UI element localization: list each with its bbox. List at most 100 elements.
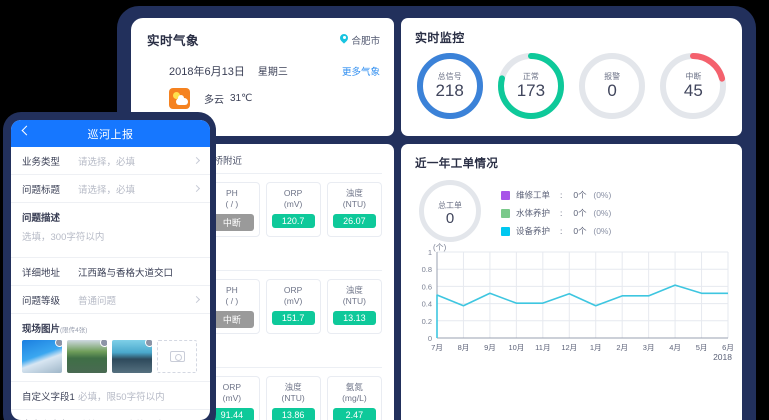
site-photos-hint: (限传4张) — [60, 327, 88, 334]
app-title-bar: 巡河上报 — [11, 120, 210, 147]
monitor-ring-1[interactable]: 正常 173 — [497, 53, 564, 119]
field-description[interactable]: 问题描述 选填，300字符以内 — [11, 203, 210, 258]
legend-name: 设备养护 — [516, 226, 551, 236]
metric-unit: (mV) — [283, 296, 303, 306]
field-site-photos: 现场图片(限传4张) — [11, 314, 210, 382]
metric-unit: (NTU) — [281, 393, 305, 403]
metric-key: ORP — [283, 285, 303, 295]
field-address-value: 江西路与香格大道交口 — [78, 267, 174, 279]
work-ring-value: 0 — [445, 210, 455, 227]
monitor-ring-value: 218 — [435, 81, 464, 100]
monitor-ring-0[interactable]: 总信号 218 — [416, 53, 483, 119]
legend-name: 维修工单 — [516, 190, 551, 200]
metric-value: 13.86 — [271, 408, 315, 420]
field-issue-level-placeholder: 普通问题 — [78, 295, 117, 307]
legend-colon: : — [560, 190, 563, 200]
remove-icon[interactable] — [145, 340, 152, 347]
field-description-label: 问题描述 — [22, 213, 61, 224]
metric-value: 151.7 — [271, 311, 315, 325]
svg-text:0.6: 0.6 — [422, 282, 432, 291]
svg-text:11月: 11月 — [535, 343, 550, 352]
weather-location[interactable]: 合肥市 — [340, 33, 380, 47]
realtime-monitor-card: 实时监控 总信号 218 正常 173 报警 0 中断 45 — [401, 18, 742, 136]
metric-unit: ( / ) — [225, 199, 239, 209]
metric-value: 中断 — [210, 311, 254, 328]
svg-text:12月: 12月 — [561, 343, 577, 352]
metric-card[interactable]: ORP (mV) 120.7 — [265, 182, 321, 237]
more-weather-link[interactable]: 更多气象 — [341, 67, 380, 78]
metric-card[interactable]: 浊度 (NTU) 26.07 — [326, 182, 382, 237]
work-order-legend: 维修工单:0个 (0%) 水体养护:0个 (0%) 设备养护:0个 (0%) — [481, 180, 611, 243]
remove-icon[interactable] — [55, 340, 62, 347]
svg-text:10月: 10月 — [508, 343, 524, 352]
metric-unit: (NTU) — [342, 296, 366, 306]
metric-card[interactable]: 浊度 (NTU) 13.86 — [265, 376, 321, 420]
metric-key: 浊度 — [284, 382, 302, 392]
svg-text:7月: 7月 — [431, 343, 443, 352]
divider — [143, 270, 382, 271]
monitor-ring-2[interactable]: 报警 0 — [579, 53, 646, 119]
metric-value: 120.7 — [271, 214, 315, 228]
field-custom-2-placeholder: 选填，限50字符以内 — [78, 417, 199, 420]
monitor-title: 实时监控 — [415, 31, 465, 45]
svg-text:1: 1 — [428, 248, 432, 257]
work-order-line-chart: (个) 0 0.2 0.4 0.6 0.8 1 7月 8月 9月 10月 11月 12月 1月 2月 3月 4… — [411, 243, 736, 374]
metric-card[interactable]: ORP (mV) 151.7 — [265, 279, 321, 334]
svg-text:5月: 5月 — [696, 343, 708, 352]
work-order-summary: 总工单 0 维修工单:0个 (0%) 水体养护:0个 (0%) 设备养护:0个 (0%) — [401, 171, 742, 243]
monitor-ring-value: 0 — [607, 81, 617, 100]
weather-date: 2018年6月13日 — [169, 66, 245, 78]
monitor-ring-label: 报警 — [604, 72, 621, 81]
photo-river-bridge[interactable] — [22, 340, 62, 373]
field-custom-1[interactable]: 自定义字段1 必填，限50字符以内 — [11, 382, 210, 410]
svg-text:3月: 3月 — [643, 343, 655, 352]
metric-card[interactable]: 浊度 (NTU) 13.13 — [326, 279, 382, 334]
field-business-type-label: 业务类型 — [22, 156, 61, 168]
field-issue-level-label: 问题等级 — [22, 295, 61, 307]
metric-unit: (mV) — [283, 199, 303, 209]
legend-swatch — [501, 190, 510, 200]
legend-swatch — [501, 226, 510, 236]
field-address[interactable]: 详细地址 江西路与香格大道交口 — [11, 258, 210, 286]
weather-condition-row: 多云 31℃ — [131, 79, 394, 109]
dashboard: 实时气象 合肥市 2018年6月13日 星期三 更多气象 多云 — [131, 18, 742, 420]
svg-text:0.8: 0.8 — [422, 265, 432, 274]
chevron-right-icon — [192, 295, 201, 304]
svg-text:1月: 1月 — [590, 343, 602, 352]
metric-card[interactable]: 氨氮 (mg/L) 2.47 — [326, 376, 382, 420]
field-issue-title[interactable]: 问题标题 请选择，必填 — [11, 175, 210, 203]
metric-value: 13.13 — [332, 311, 376, 325]
field-issue-level[interactable]: 问题等级 普通问题 — [11, 286, 210, 314]
monitor-ring-label: 中断 — [685, 72, 702, 81]
add-photo-button[interactable] — [157, 340, 197, 373]
photo-riverbank-trees[interactable] — [67, 340, 107, 373]
field-business-type[interactable]: 业务类型 请选择，必填 — [11, 147, 210, 175]
legend-item[interactable]: 设备养护:0个 (0%) — [501, 225, 611, 237]
weather-card: 实时气象 合肥市 2018年6月13日 星期三 更多气象 多云 — [131, 18, 394, 136]
metric-value: 26.07 — [332, 214, 376, 228]
field-description-placeholder: 选填，300字符以内 — [22, 232, 105, 243]
svg-text:2月: 2月 — [616, 343, 628, 352]
svg-text:8月: 8月 — [458, 343, 470, 352]
metric-key: PH — [225, 285, 238, 295]
legend-name: 水体养护 — [516, 208, 551, 218]
mobile-app-panel: 巡河上报 业务类型 请选择，必填 问题标题 请选择，必填 问题描述 选填，300… — [11, 120, 210, 420]
remove-icon[interactable] — [100, 340, 107, 347]
monitor-ring-3[interactable]: 中断 45 — [660, 53, 727, 119]
work-ring-label: 总工单 — [438, 201, 462, 210]
monitor-ring-list: 总信号 218 正常 173 报警 0 中断 45 — [401, 46, 742, 119]
metric-value: 91.44 — [210, 408, 254, 420]
legend-count: 0个 — [573, 190, 587, 200]
weather-title: 实时气象 — [147, 34, 200, 48]
app-title: 巡河上报 — [87, 128, 134, 141]
svg-text:6月: 6月 — [722, 343, 734, 352]
field-custom-2[interactable]: 自定义字段2 选填，限50字符以内 — [11, 410, 210, 420]
photo-waterfront-fence[interactable] — [112, 340, 152, 373]
legend-percent: (0%) — [593, 208, 612, 218]
legend-item[interactable]: 维修工单:0个 (0%) — [501, 189, 611, 201]
sun-cloud-icon — [169, 88, 190, 109]
legend-item[interactable]: 水体养护:0个 (0%) — [501, 207, 611, 219]
metric-key: 氨氮 — [345, 382, 363, 392]
monitor-ring-label: 正常 — [522, 72, 539, 81]
